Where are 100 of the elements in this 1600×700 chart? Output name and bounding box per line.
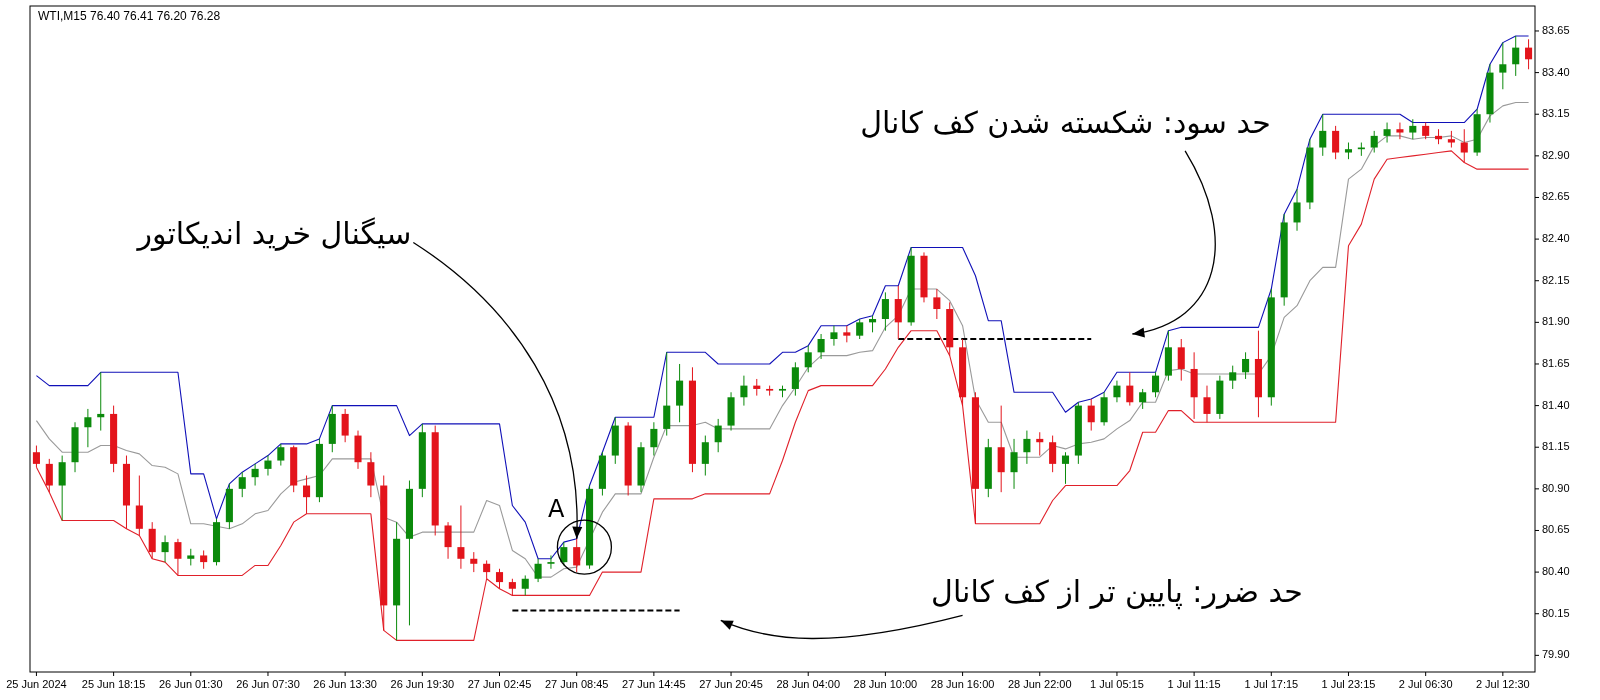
annotation: حد ضرر: پایین تر از کف کانال (931, 574, 1303, 611)
candlestick (1396, 122, 1404, 140)
candlestick (1319, 113, 1327, 157)
candlestick (1370, 130, 1378, 154)
candlestick (1499, 42, 1507, 90)
candlestick (521, 574, 529, 596)
candlestick (650, 421, 658, 457)
y-tick-label: 83.65 (1542, 23, 1570, 36)
x-tick-label: 26 Jun 01:30 (158, 678, 223, 690)
candlestick (264, 455, 272, 477)
x-tick-label: 1 Jul 17:15 (1244, 678, 1299, 690)
line-series (35, 35, 1530, 560)
candlestick (1061, 451, 1070, 485)
candlestick (1139, 388, 1147, 410)
candlestick (1512, 35, 1520, 77)
y-tick-label: 80.90 (1542, 481, 1570, 494)
y-tick-label: 83.40 (1542, 65, 1570, 78)
candlestick (45, 458, 53, 493)
x-tick-label: 25 Jun 18:15 (81, 678, 146, 690)
y-tick-label: 82.40 (1542, 232, 1570, 245)
y-tick-label: 81.90 (1542, 315, 1570, 328)
y-tick-label: 82.90 (1542, 148, 1570, 161)
candlestick (1203, 385, 1211, 423)
y-tick-label: 80.65 (1542, 523, 1570, 536)
x-tick-label: 28 Jun 04:00 (776, 678, 841, 690)
candlestick (791, 361, 799, 397)
candlestick (238, 471, 246, 498)
y-tick-label: 79.90 (1542, 648, 1570, 661)
annotation: سیگنال خرید اندیکاتور (135, 216, 412, 252)
y-tick-label: 81.65 (1542, 356, 1570, 369)
annotation: حد سود: شکسته شدن کف کانال (860, 104, 1271, 140)
candlestick (135, 475, 143, 536)
x-tick-label: 28 Jun 16:00 (930, 678, 995, 690)
candlestick (663, 351, 671, 437)
x-tick-label: 27 Jun 02:45 (467, 678, 532, 690)
candlestick (1126, 371, 1134, 407)
x-tick-label: 27 Jun 14:45 (622, 678, 686, 690)
candlestick (1293, 188, 1301, 232)
candlestick (251, 463, 259, 487)
candlestick (174, 538, 182, 576)
y-tick-label: 80.15 (1542, 606, 1570, 619)
candlestick (804, 345, 812, 373)
x-tick-label: 1 Jul 23:15 (1321, 678, 1376, 690)
candlestick (457, 505, 465, 570)
candlestick (1525, 38, 1533, 70)
candlestick (1049, 435, 1057, 473)
candlestick (341, 408, 349, 443)
candlestick (1242, 351, 1250, 380)
chart-title: WTI,M15 76.40 76.41 76.20 76.28 (38, 9, 221, 23)
x-tick-label: 1 Jul 05:15 (1090, 678, 1144, 690)
x-tick-label: 26 Jun 19:30 (390, 678, 455, 690)
y-tick-label: 82.15 (1542, 273, 1570, 286)
candlestick (1460, 128, 1468, 164)
candlestick (830, 325, 838, 347)
candlestick (1113, 380, 1121, 403)
candlestick (32, 445, 40, 468)
line-series (35, 102, 1530, 578)
candlestick (161, 534, 169, 563)
y-tick-label: 82.65 (1542, 190, 1570, 203)
x-tick-label: 2 Jul 12:30 (1475, 678, 1530, 690)
candlestick (483, 559, 491, 580)
candlestick (1409, 118, 1417, 140)
candlestick (1177, 338, 1185, 382)
candlestick (894, 285, 902, 340)
x-tick-label: 27 Jun 08:45 (544, 678, 609, 690)
candlestick (200, 549, 208, 570)
candlestick (933, 288, 941, 320)
candlestick (547, 554, 555, 570)
candlestick (277, 443, 285, 467)
y-tick-label: 80.40 (1542, 565, 1570, 578)
candlestick (1229, 365, 1237, 390)
x-tick-label: 28 Jun 10:00 (853, 678, 918, 690)
candlestick (573, 538, 581, 573)
annotation: A (547, 495, 565, 524)
candlestick (1332, 125, 1340, 160)
candlestick (495, 568, 504, 590)
candlestick (1383, 122, 1391, 144)
candlestick (303, 475, 311, 515)
candlestick (84, 408, 92, 448)
candlestick (817, 333, 825, 360)
candlestick (534, 558, 542, 583)
candlestick (856, 318, 864, 340)
candlestick (367, 451, 375, 498)
x-tick-label: 26 Jun 13:30 (313, 678, 377, 690)
y-tick-label: 81.15 (1542, 440, 1570, 453)
candlestick (881, 291, 889, 332)
y-tick-label: 83.15 (1542, 107, 1570, 120)
candlestick (148, 521, 156, 560)
x-tick-label: 28 Jun 22:00 (1007, 678, 1072, 690)
candlestick (740, 375, 748, 407)
candlestick (701, 435, 709, 477)
x-tick-label: 26 Jun 07:30 (236, 678, 300, 690)
candlestick (714, 418, 722, 453)
candlestick (58, 455, 66, 521)
candlestick (1152, 371, 1160, 398)
line-series (35, 150, 1530, 641)
candlestick (1087, 398, 1095, 432)
candlestick (1023, 430, 1031, 465)
candlestick (444, 521, 452, 560)
x-tick-label: 2 Jul 06:30 (1398, 678, 1453, 690)
